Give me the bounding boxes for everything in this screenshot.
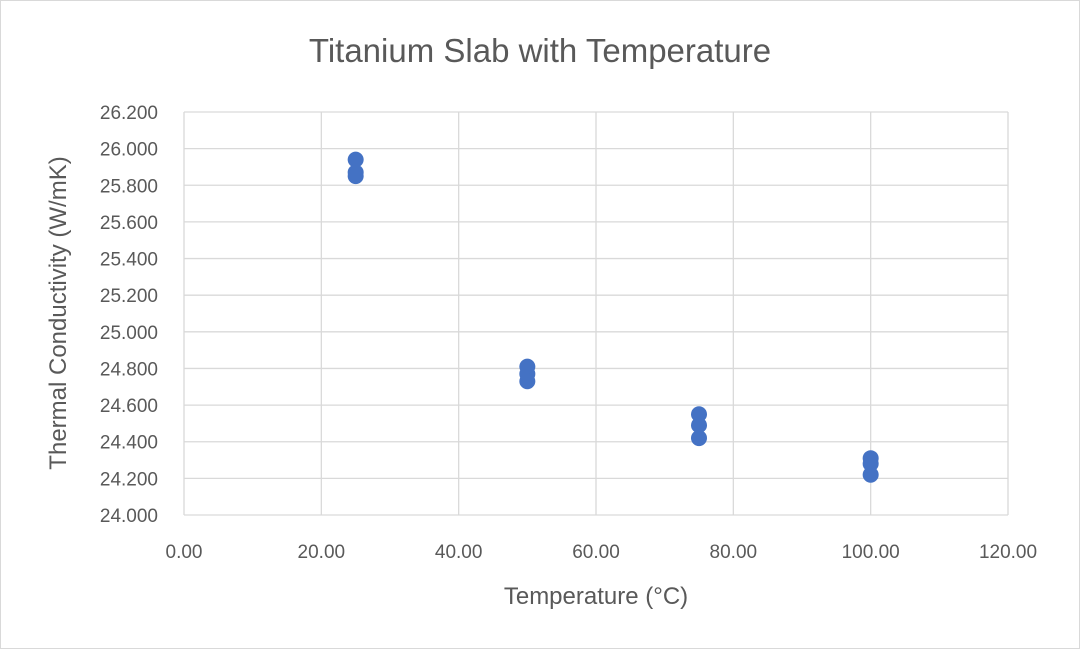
x-tick-label: 120.00 (979, 542, 1037, 563)
tick-labels: 24.000 24.200 24.400 24.600 24.800 25.000 25.2… (100, 103, 1037, 563)
y-tick-label: 24.200 (100, 469, 158, 490)
y-tick-label: 24.800 (100, 359, 158, 380)
x-axis-title: Temperature (°C) (504, 583, 688, 610)
data-point (347, 151, 364, 168)
y-tick-label: 24.400 (100, 433, 158, 454)
y-tick-label: 26.200 (100, 103, 158, 124)
x-tick-label: 60.00 (572, 542, 620, 563)
x-tick-label: 20.00 (298, 542, 346, 563)
x-tick-label: 0.00 (166, 542, 203, 563)
x-tick-label: 100.00 (842, 542, 900, 563)
data-point (862, 455, 879, 472)
x-tick-label: 80.00 (710, 542, 758, 563)
y-tick-label: 25.800 (100, 176, 158, 197)
gridlines (183, 111, 1009, 516)
data-point (347, 168, 364, 185)
y-tick-label: 25.600 (100, 213, 158, 234)
y-tick-label: 25.000 (100, 323, 158, 344)
data-points (347, 151, 879, 483)
chart-title: Titanium Slab with Temperature (309, 32, 771, 69)
data-point (691, 430, 707, 447)
data-point (862, 466, 879, 483)
y-tick-label: 25.400 (100, 250, 158, 271)
x-tick-label: 40.00 (435, 542, 483, 563)
y-tick-label: 24.000 (100, 506, 158, 527)
y-tick-label: 24.600 (100, 396, 158, 417)
y-tick-label: 26.000 (100, 140, 158, 161)
data-point (519, 373, 536, 390)
data-point (691, 417, 707, 434)
y-tick-label: 25.200 (100, 286, 158, 307)
data-point (691, 406, 707, 423)
y-axis-title: Thermal Conductivity (W/mK) (45, 156, 72, 469)
